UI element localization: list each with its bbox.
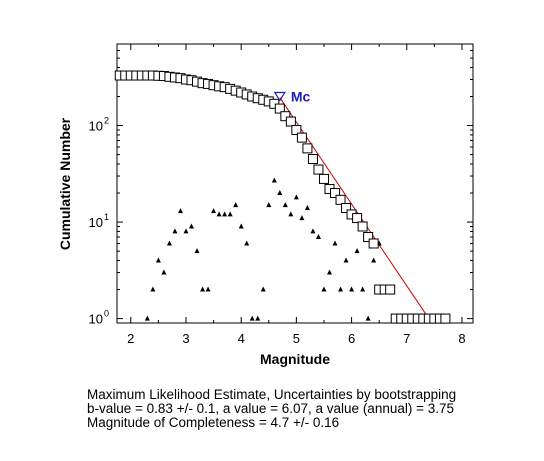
cumulative-point bbox=[280, 111, 291, 122]
noncumulative-point bbox=[277, 190, 283, 196]
noncumulative-point bbox=[315, 234, 321, 240]
mc-label: Mc bbox=[291, 89, 311, 105]
caption-line-3: Magnitude of Completeness = 4.7 +/- 0.16 bbox=[87, 415, 340, 430]
x-tick-label: 6 bbox=[348, 331, 355, 346]
x-tick-label: 2 bbox=[127, 331, 134, 346]
noncumulative-point bbox=[271, 177, 277, 183]
cumulative-point bbox=[368, 238, 379, 249]
y-axis-label: Cumulative Number bbox=[57, 117, 73, 250]
noncumulative-point bbox=[255, 315, 261, 321]
noncumulative-point bbox=[260, 286, 266, 292]
noncumulative-point bbox=[343, 257, 349, 263]
noncumulative-point bbox=[155, 257, 161, 263]
noncumulative-point bbox=[299, 215, 305, 221]
cumulative-point bbox=[285, 116, 296, 127]
caption: Maximum Likelihood Estimate, Uncertainti… bbox=[87, 388, 456, 430]
noncumulative-point bbox=[293, 194, 299, 200]
x-axis-label: Magnitude bbox=[260, 351, 330, 367]
noncumulative-point bbox=[282, 202, 288, 208]
noncumulative-point bbox=[144, 315, 150, 321]
noncumulative-point bbox=[172, 228, 178, 234]
x-tick-label: 3 bbox=[182, 331, 189, 346]
noncumulative-point bbox=[249, 315, 255, 321]
cumulative-point bbox=[302, 143, 313, 154]
cumulative-point bbox=[291, 124, 302, 135]
noncumulative-point bbox=[332, 240, 338, 246]
cumulative-point bbox=[296, 132, 307, 143]
cumulative-point bbox=[335, 194, 346, 205]
y-tick-exponent: 0 bbox=[104, 309, 109, 319]
mc-marker-icon bbox=[273, 91, 286, 102]
noncumulative-point bbox=[150, 286, 156, 292]
axis-ticks bbox=[117, 43, 473, 323]
noncumulative-point bbox=[354, 248, 360, 254]
caption-line-1: Maximum Likelihood Estimate, Uncertainti… bbox=[87, 387, 457, 402]
noncumulative-point bbox=[183, 228, 189, 234]
cumulative-point bbox=[274, 103, 285, 114]
noncumulative-markers bbox=[144, 177, 382, 321]
noncumulative-point bbox=[338, 286, 344, 292]
cumulative-point bbox=[357, 221, 368, 232]
cumulative-point bbox=[318, 173, 329, 184]
y-tick-label: 10 bbox=[89, 215, 103, 230]
noncumulative-point bbox=[216, 211, 222, 217]
noncumulative-point bbox=[304, 204, 310, 210]
noncumulative-point bbox=[310, 228, 316, 234]
noncumulative-point bbox=[227, 211, 233, 217]
x-tick-label: 5 bbox=[293, 331, 300, 346]
y-tick-label: 10 bbox=[89, 119, 103, 134]
noncumulative-point bbox=[326, 269, 332, 275]
y-tick-label: 10 bbox=[89, 312, 103, 327]
mc-annotation: Mc bbox=[273, 89, 311, 105]
cumulative-point bbox=[307, 154, 318, 165]
noncumulative-point bbox=[360, 286, 366, 292]
plot-area bbox=[116, 43, 474, 324]
cumulative-point bbox=[440, 313, 451, 324]
noncumulative-point bbox=[233, 202, 239, 208]
x-tick-label: 8 bbox=[458, 331, 465, 346]
cumulative-point bbox=[352, 213, 363, 224]
noncumulative-point bbox=[177, 208, 183, 214]
cumulative-point bbox=[385, 284, 396, 295]
noncumulative-point bbox=[200, 286, 206, 292]
noncumulative-point bbox=[321, 286, 327, 292]
y-tick-exponent: 1 bbox=[104, 212, 109, 222]
noncumulative-point bbox=[205, 286, 211, 292]
noncumulative-point bbox=[194, 248, 200, 254]
noncumulative-point bbox=[161, 269, 167, 275]
y-tick-exponent: 2 bbox=[104, 116, 109, 126]
x-tick-label: 4 bbox=[238, 331, 245, 346]
noncumulative-point bbox=[288, 211, 294, 217]
cumulative-point bbox=[341, 202, 352, 213]
noncumulative-point bbox=[365, 315, 371, 321]
noncumulative-point bbox=[349, 286, 355, 292]
noncumulative-point bbox=[211, 208, 217, 214]
noncumulative-point bbox=[238, 223, 244, 229]
cumulative-point bbox=[363, 232, 374, 243]
noncumulative-point bbox=[222, 211, 228, 217]
cumulative-point bbox=[330, 188, 341, 199]
x-tick-label: 7 bbox=[403, 331, 410, 346]
cumulative-point bbox=[313, 164, 324, 175]
noncumulative-point bbox=[371, 257, 377, 263]
cumulative-markers bbox=[114, 70, 451, 324]
noncumulative-point bbox=[189, 223, 195, 229]
noncumulative-point bbox=[266, 202, 272, 208]
noncumulative-point bbox=[244, 240, 250, 246]
noncumulative-point bbox=[166, 240, 172, 246]
caption-line-2: b-value = 0.83 +/- 0.1, a value = 6.07, … bbox=[87, 401, 455, 416]
